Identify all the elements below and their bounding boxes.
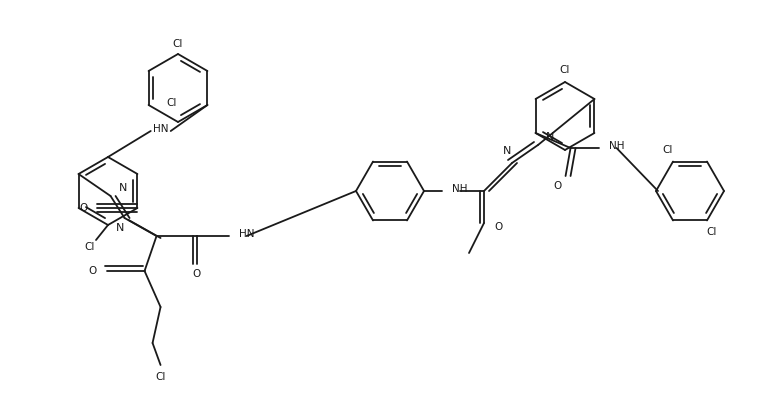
Text: Cl: Cl xyxy=(706,227,717,238)
Text: Cl: Cl xyxy=(173,39,183,49)
Text: Cl: Cl xyxy=(166,98,177,108)
Text: N: N xyxy=(118,183,127,193)
Text: NH: NH xyxy=(452,184,468,194)
Text: O: O xyxy=(89,266,96,276)
Text: NH: NH xyxy=(608,141,624,151)
Text: O: O xyxy=(494,222,503,232)
Text: Cl: Cl xyxy=(560,65,570,75)
Text: Cl: Cl xyxy=(85,242,95,252)
Text: Cl: Cl xyxy=(663,145,673,154)
Text: HN: HN xyxy=(153,124,169,134)
Text: Cl: Cl xyxy=(156,372,166,382)
Text: N: N xyxy=(117,223,124,233)
Text: O: O xyxy=(79,203,87,213)
Text: N: N xyxy=(546,132,555,142)
Text: N: N xyxy=(503,146,511,156)
Text: O: O xyxy=(192,269,201,279)
Text: O: O xyxy=(553,181,562,191)
Text: HN: HN xyxy=(239,229,254,239)
